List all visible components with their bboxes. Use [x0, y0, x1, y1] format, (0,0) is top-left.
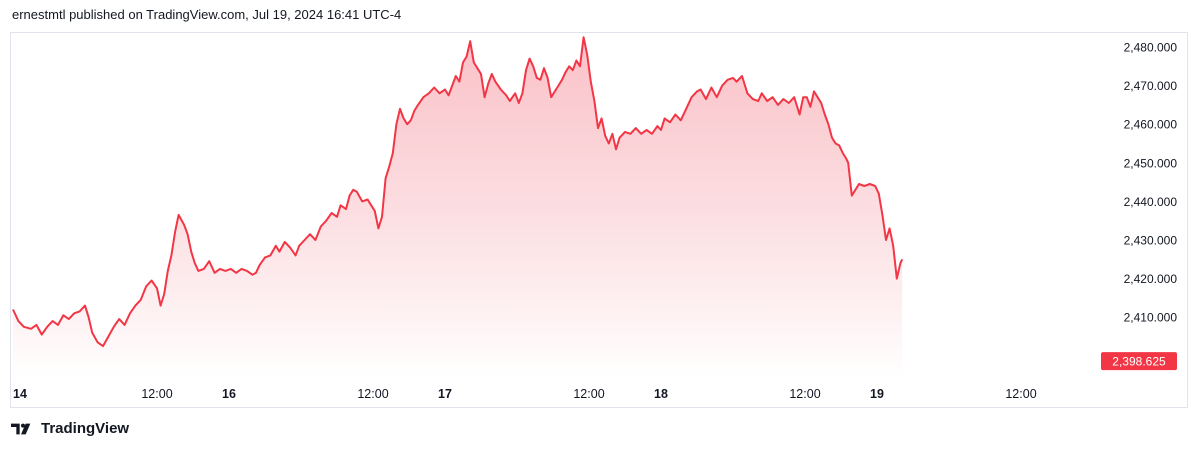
y-tick-label: 2,480.000 — [1124, 41, 1178, 55]
x-tick-label: 12:00 — [1005, 387, 1036, 401]
x-tick-label: 19 — [870, 387, 884, 401]
x-tick-label: 12:00 — [789, 387, 820, 401]
y-tick-label: 2,450.000 — [1124, 156, 1178, 170]
x-tick-label: 14 — [13, 387, 27, 401]
publish-info: ernestmtl published on TradingView.com, … — [12, 7, 402, 22]
price-line — [12, 36, 904, 348]
x-tick-label: 12:00 — [141, 387, 172, 401]
y-tick-label: 2,410.000 — [1124, 311, 1178, 325]
y-tick-label: 2,440.000 — [1124, 195, 1178, 209]
y-tick-label: 2,470.000 — [1124, 79, 1178, 93]
x-tick-label: 17 — [438, 387, 452, 401]
chart-frame[interactable]: 2,480.000 2,470.000 2,460.000 2,450.000 2,44… — [10, 32, 1188, 408]
footer-brand[interactable]: TradingView — [41, 420, 130, 437]
y-tick-label: 2,460.000 — [1124, 118, 1178, 132]
last-price-label: 2,398.625 — [1112, 355, 1166, 369]
footer: TradingView — [11, 420, 129, 437]
x-tick-label: 18 — [654, 387, 668, 401]
price-area-chart[interactable]: 2,480.000 2,470.000 2,460.000 2,450.000 2,44… — [11, 33, 1187, 407]
x-tick-label: 16 — [222, 387, 236, 401]
y-tick-label: 2,420.000 — [1124, 272, 1178, 286]
y-tick-label: 2,430.000 — [1124, 234, 1178, 248]
tradingview-logo-icon — [11, 423, 31, 434]
price-area-fill — [13, 37, 903, 380]
last-price-badge — [1101, 352, 1177, 371]
x-tick-label: 12:00 — [573, 387, 604, 401]
x-tick-label: 12:00 — [357, 387, 388, 401]
